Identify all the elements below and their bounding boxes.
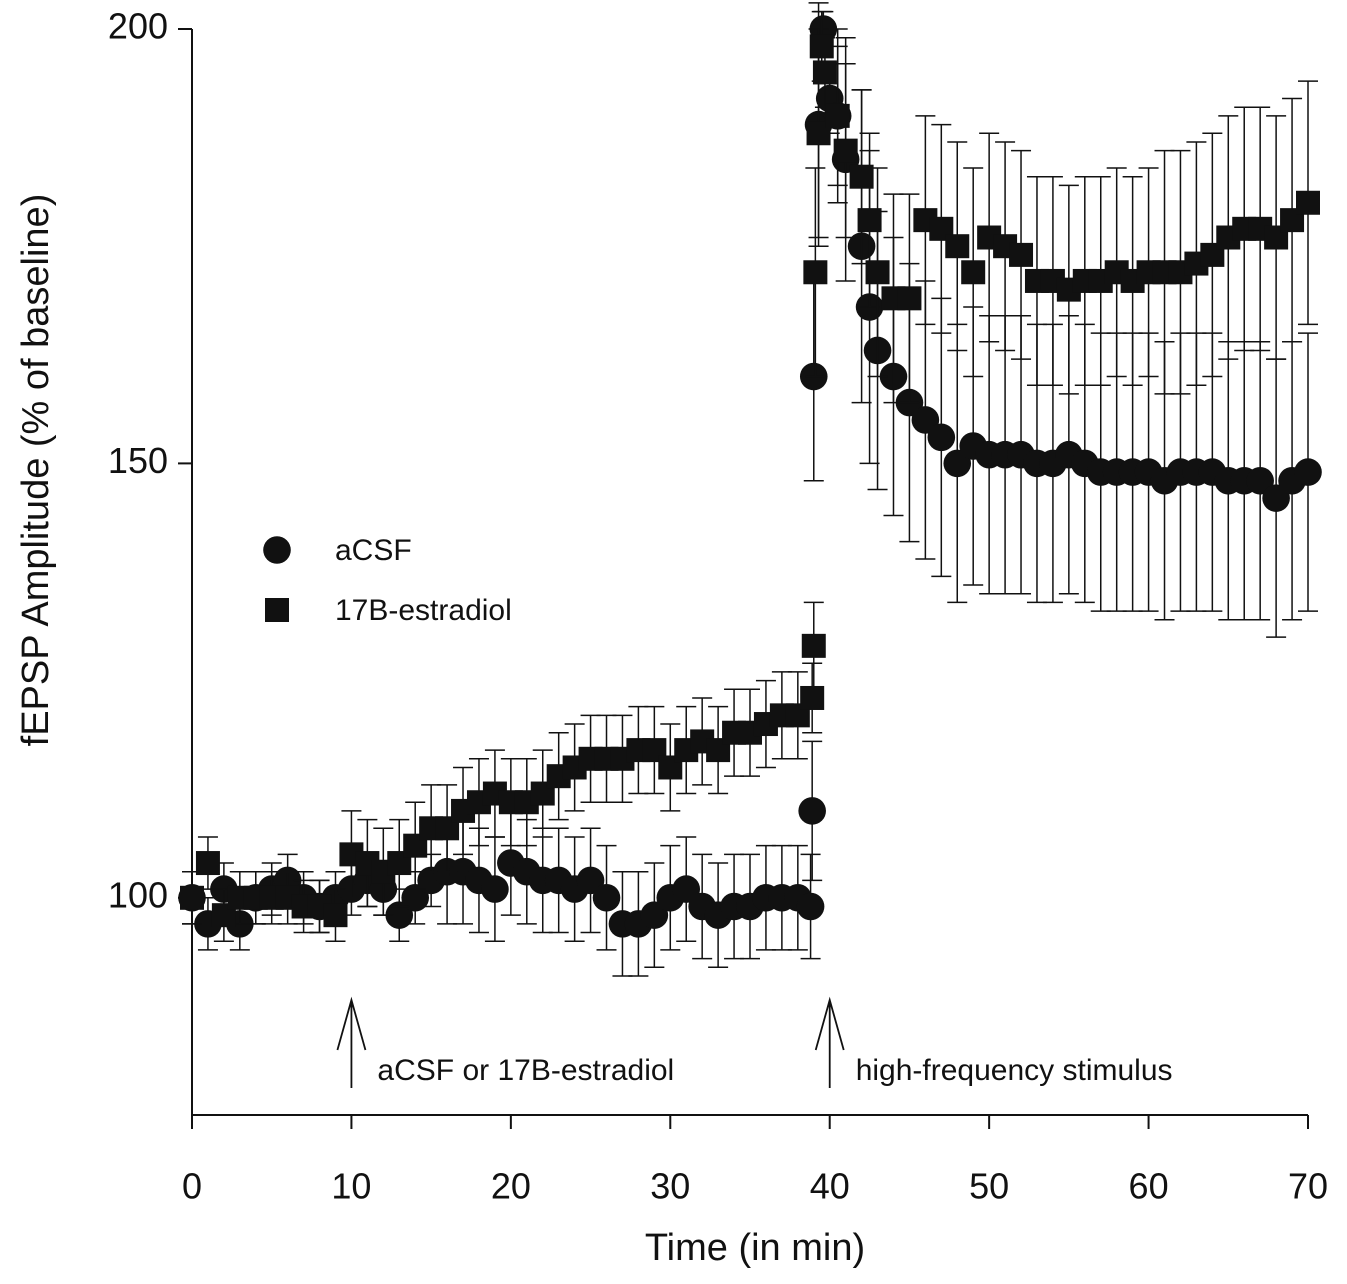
data-point: [833, 138, 858, 163]
x-tick-label: 0: [182, 1166, 202, 1207]
data-point: [812, 60, 837, 85]
data-point: [801, 633, 826, 658]
data-point: [798, 797, 826, 825]
x-tick-label: 50: [969, 1166, 1009, 1207]
x-tick-label: 60: [1129, 1166, 1169, 1207]
data-point: [849, 164, 874, 189]
data-point: [1246, 466, 1274, 495]
legend-marker: [263, 536, 291, 564]
y-tick-label: 150: [108, 440, 168, 481]
data-point: [1009, 242, 1034, 267]
legend-marker: [265, 598, 289, 622]
data-point: [800, 685, 825, 710]
annotation-text: high-frequency stimulus: [856, 1054, 1173, 1087]
x-axis-title: Time (in min): [645, 1227, 865, 1269]
data-point: [592, 884, 621, 912]
data-point: [927, 423, 956, 452]
x-tick-label: 10: [331, 1166, 371, 1207]
data-point: [1296, 190, 1320, 215]
data-point: [943, 449, 972, 478]
data-point: [857, 208, 882, 233]
annotation-arrow: [336, 996, 367, 1088]
data-point: [796, 892, 825, 921]
x-tick-label: 20: [491, 1166, 531, 1207]
legend-label: aCSF: [335, 534, 412, 567]
data-point: [961, 260, 986, 285]
x-tick-label: 30: [650, 1166, 690, 1207]
data-point: [809, 34, 834, 59]
data-point: [825, 103, 850, 128]
data-point: [897, 286, 922, 311]
y-tick-label: 200: [108, 6, 168, 47]
data-point: [803, 260, 828, 285]
legend-label: 17B-estradiol: [335, 594, 512, 627]
data-point: [640, 901, 669, 929]
x-tick-label: 70: [1288, 1166, 1328, 1207]
annotation-text: aCSF or 17B-estradiol: [377, 1054, 674, 1087]
data-point: [576, 866, 605, 895]
data-point: [385, 901, 414, 929]
data-point: [672, 875, 701, 903]
data-point: [945, 234, 970, 259]
data-point: [911, 406, 940, 434]
data-point: [1294, 458, 1322, 486]
y-axis-title: fEPSP Amplitude (% of baseline): [15, 194, 57, 747]
data-point: [180, 885, 204, 910]
y-tick-label: 100: [108, 874, 168, 915]
data-point: [1262, 484, 1290, 512]
data-point: [865, 260, 890, 285]
data-point: [195, 851, 220, 876]
annotation-arrow: [814, 996, 845, 1088]
data-point: [323, 903, 348, 928]
data-point: [401, 884, 430, 912]
x-tick-label: 40: [810, 1166, 850, 1207]
data-point: [481, 875, 509, 903]
